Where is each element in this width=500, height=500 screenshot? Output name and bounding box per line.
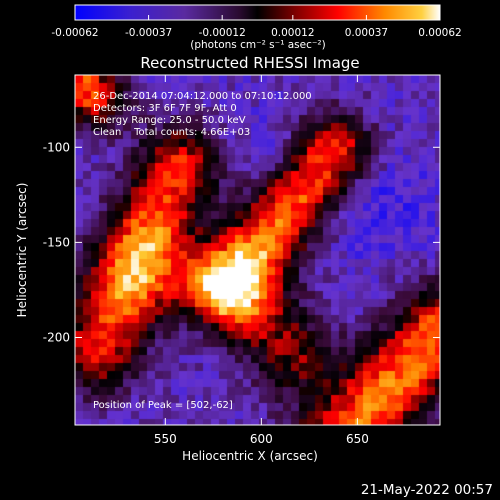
plot-frame: [74, 74, 441, 426]
colorbar-tick-label: -0.00062: [51, 27, 98, 39]
annotation-time: 26-Dec-2014 07:04:12.000 to 07:10:12.000: [93, 91, 312, 102]
axis-ticks: 550 600 650 -100 -150 -200: [43, 75, 440, 446]
colorbar-tick-label: -0.00037: [125, 27, 172, 39]
x-tick-label: 650: [346, 432, 369, 446]
annotation-energy: Energy Range: 25.0 - 50.0 keV: [93, 115, 246, 126]
colorbar: -0.00062 -0.00037 -0.00012 0.00012 0.00037 0.…: [51, 4, 462, 51]
annotation-detectors: Detectors: 3F 6F 7F 9F, Att 0: [93, 103, 237, 114]
x-tick-label: 600: [250, 432, 273, 446]
colorbar-unit: (photons cm⁻² s⁻¹ asec⁻²): [190, 39, 325, 51]
colorbar-tick-label: 0.00012: [271, 27, 314, 39]
x-tick-label: 550: [154, 432, 177, 446]
colorbar-gradient: [75, 5, 440, 20]
annotation-block: 26-Dec-2014 07:04:12.000 to 07:10:12.000…: [93, 91, 312, 138]
timestamp: 21-May-2022 00:57: [361, 482, 493, 498]
x-axis-label: Heliocentric X (arcsec): [182, 449, 318, 463]
peak-position-label: Position of Peak = [502,-62]: [93, 400, 233, 411]
colorbar-tick-label: 0.00062: [418, 27, 461, 39]
colorbar-ticks: -0.00062 -0.00037 -0.00012 0.00012 0.00037 0.…: [51, 15, 462, 39]
y-tick-label: -200: [43, 331, 70, 345]
y-tick-label: -100: [43, 140, 70, 154]
colorbar-tick-label: 0.00037: [345, 27, 388, 39]
annotation-clean: Clean Total counts: 4.66E+03: [93, 127, 250, 138]
heatmap-image: [75, 75, 440, 425]
colorbar-frame: [74, 4, 441, 21]
y-tick-label: -150: [43, 235, 70, 249]
y-axis-label: Heliocentric Y (arcsec): [15, 183, 29, 318]
colorbar-tick-label: -0.00012: [199, 27, 246, 39]
heatmap: [75, 75, 440, 425]
chart-title: Reconstructed RHESSI Image: [140, 54, 359, 72]
